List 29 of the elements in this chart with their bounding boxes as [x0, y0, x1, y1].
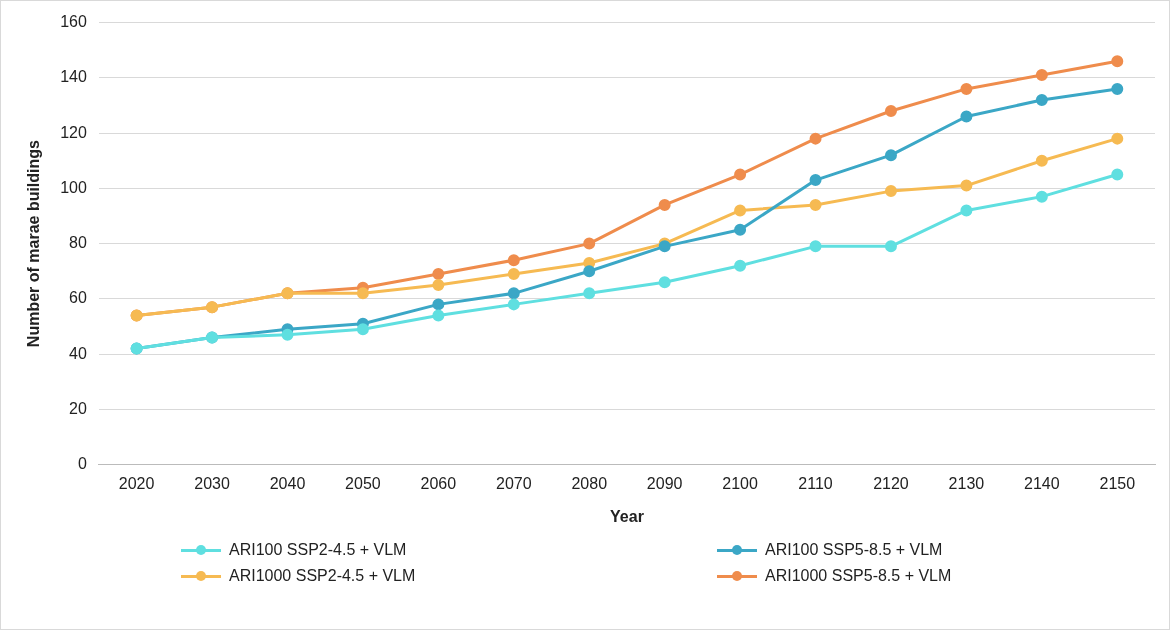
y-tick-label: 100 [60, 178, 87, 196]
x-axis-title: Year [610, 507, 644, 525]
y-tick-label: 0 [77, 455, 87, 473]
legend-label: ARI1000 SSP5-8.5 + VLM [765, 567, 952, 585]
y-tick-label: 160 [60, 13, 87, 31]
y-tick-label: 80 [69, 234, 87, 252]
x-tick-label: 2090 [646, 474, 683, 492]
x-tick-label: 2030 [194, 474, 230, 492]
x-tick-label: 2060 [420, 474, 457, 492]
x-tick-label: 2130 [948, 474, 985, 492]
x-tick-label: 2080 [571, 474, 608, 492]
legend-label: ARI100 SSP2-4.5 + VLM [229, 541, 407, 559]
x-tick-label: 2050 [345, 474, 381, 492]
y-tick-label: 60 [69, 289, 87, 307]
y-tick-label: 40 [69, 344, 87, 362]
x-tick-label: 2150 [1099, 474, 1136, 492]
x-tick-label: 2100 [722, 474, 758, 492]
x-tick-label: 2040 [269, 474, 306, 492]
y-tick-label: 120 [60, 123, 87, 141]
legend-label: ARI100 SSP5-8.5 + VLM [765, 541, 943, 559]
x-tick-label: 2120 [873, 474, 909, 492]
x-tick-label: 2110 [798, 474, 833, 492]
x-tick-label: 2070 [496, 474, 532, 492]
legend-label: ARI1000 SSP2-4.5 + VLM [229, 567, 416, 585]
y-axis-title: Number of marae buildings [25, 139, 43, 348]
y-tick-label: 20 [69, 399, 87, 417]
x-tick-label: 2020 [118, 474, 155, 492]
y-tick-label: 140 [60, 68, 87, 86]
x-tick-label: 2140 [1024, 474, 1060, 492]
